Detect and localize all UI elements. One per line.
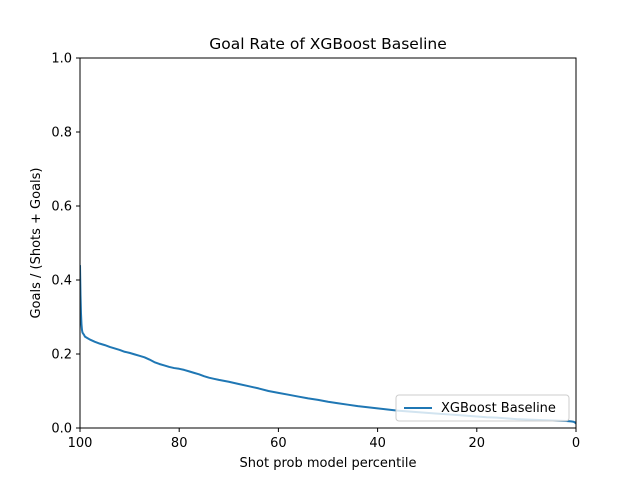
x-tick-label: 80 bbox=[171, 436, 188, 451]
x-tick-label: 100 bbox=[68, 436, 93, 451]
legend-label: XGBoost Baseline bbox=[441, 401, 556, 416]
y-tick-label: 0.8 bbox=[51, 126, 72, 141]
y-tick-label: 0.0 bbox=[51, 422, 72, 437]
plot-area bbox=[80, 58, 576, 428]
legend-box bbox=[395, 394, 570, 422]
x-tick-label: 0 bbox=[572, 436, 580, 451]
chart-title: Goal Rate of XGBoost Baseline bbox=[209, 35, 447, 53]
x-tick-label: 40 bbox=[369, 436, 386, 451]
y-tick-label: 1.0 bbox=[51, 52, 72, 67]
legend: XGBoost Baseline bbox=[395, 394, 570, 422]
x-axis-ticks: 100 80 60 40 20 0 bbox=[68, 428, 580, 451]
y-tick-label: 0.6 bbox=[51, 200, 72, 215]
y-tick-label: 0.2 bbox=[51, 348, 72, 363]
y-axis-ticks: 0.0 0.2 0.4 0.6 0.8 1.0 bbox=[51, 52, 80, 437]
x-tick-label: 60 bbox=[270, 436, 287, 451]
x-tick-label: 20 bbox=[469, 436, 486, 451]
x-axis-label: Shot prob model percentile bbox=[240, 456, 417, 471]
plot-frame bbox=[79, 57, 577, 429]
y-tick-label: 0.4 bbox=[51, 274, 72, 289]
y-axis-label: Goals / (Shots + Goals) bbox=[29, 167, 44, 318]
